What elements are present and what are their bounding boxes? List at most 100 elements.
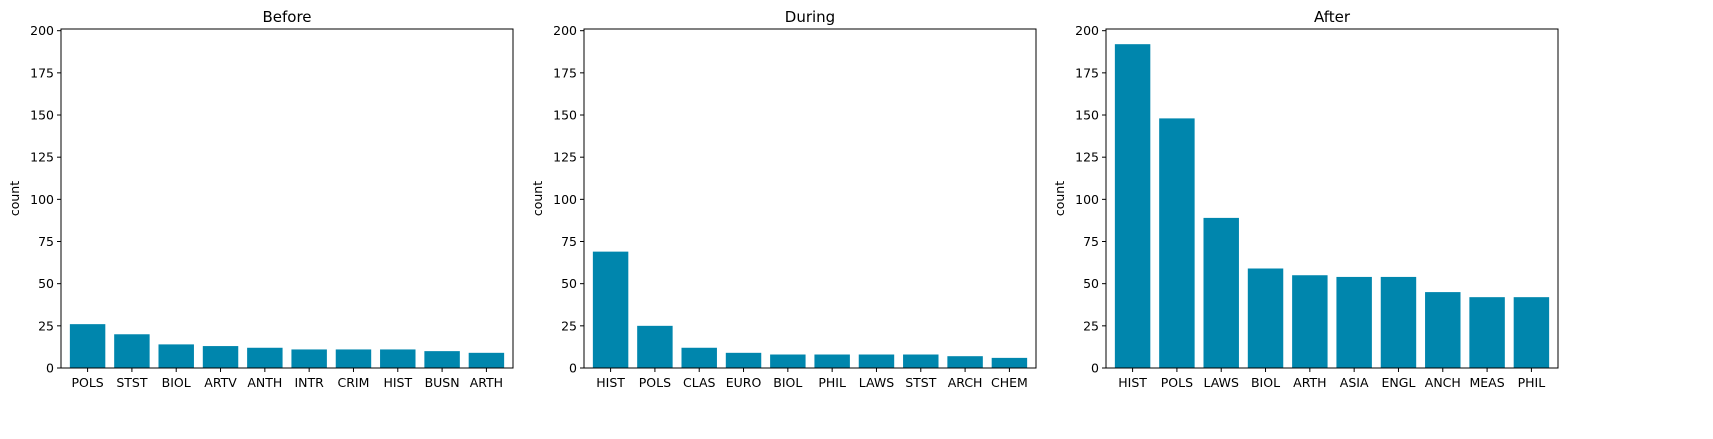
x-tick-label-biol: BIOL <box>162 375 191 390</box>
y-tick-label: 50 <box>561 276 577 291</box>
bar-artv <box>202 346 239 368</box>
bar-pols <box>637 325 673 368</box>
x-tick-label-engl: ENGL <box>1382 375 1416 390</box>
y-tick-label: 75 <box>1083 234 1099 249</box>
y-tick-label: 200 <box>30 23 54 38</box>
bar-laws <box>1203 217 1239 368</box>
bar-busn <box>424 351 460 368</box>
x-tick-label-hist: HIST <box>1118 375 1147 390</box>
bar-arth <box>1292 275 1328 368</box>
y-tick-label: 75 <box>38 234 54 249</box>
bar-asia <box>1336 276 1372 368</box>
x-tick-label-pols: POLS <box>639 375 671 390</box>
x-tick-label-busn: BUSN <box>425 375 460 390</box>
y-tick-label: 175 <box>553 65 577 80</box>
bar-phil <box>814 354 850 368</box>
y-axis-label: count <box>530 181 545 216</box>
x-tick-label-crim: CRIM <box>338 375 370 390</box>
bar-euro <box>725 352 762 368</box>
y-tick-label: 200 <box>1075 23 1099 38</box>
bar-anch <box>1425 292 1461 368</box>
x-tick-label-arth: ARTH <box>470 375 503 390</box>
chart-panel-2: 0 25 50 75 100 125 150 175 200 HIST POLS CLAS EURO BI… <box>530 8 1037 390</box>
x-tick-label-asia: ASIA <box>1340 375 1369 390</box>
x-tick-label-arth: ARTH <box>1293 375 1326 390</box>
y-axis-label: count <box>1052 181 1067 216</box>
chart-panel-3: 0 25 50 75 100 125 150 175 200 HIST POLS LAWS BIOL AR… <box>1052 8 1559 390</box>
y-tick-label: 100 <box>30 192 54 207</box>
y-tick-label: 175 <box>30 65 54 80</box>
y-tick-label: 100 <box>1075 192 1099 207</box>
y-tick-label: 0 <box>569 361 577 376</box>
bar-engl <box>1380 276 1417 368</box>
x-tick-label-phil: PHIL <box>1518 375 1546 390</box>
y-tick-label: 150 <box>1075 108 1099 123</box>
chart-panel-1: 0 25 50 75 100 125 150 175 200 POLS STST BIOL ARTV AN… <box>7 8 514 390</box>
x-tick-label-phil: PHIL <box>818 375 846 390</box>
bar-biol <box>1247 268 1284 368</box>
x-tick-label-laws: LAWS <box>859 375 894 390</box>
x-tick-label-anth: ANTH <box>247 375 282 390</box>
bar-pols <box>69 324 106 368</box>
y-tick-label: 200 <box>553 23 577 38</box>
y-tick-label: 125 <box>553 150 577 165</box>
y-tick-label: 25 <box>1083 318 1099 333</box>
y-tick-label: 25 <box>561 318 577 333</box>
y-tick-label: 0 <box>1091 361 1099 376</box>
bar-arth <box>468 352 505 368</box>
bar-phil <box>1513 297 1550 368</box>
y-tick-label: 25 <box>38 318 54 333</box>
x-tick-label-intr: INTR <box>294 375 324 390</box>
x-tick-label-biol: BIOL <box>773 375 802 390</box>
bar-stst <box>903 354 939 368</box>
chart-title: Before <box>262 8 311 26</box>
bar-crim <box>335 349 372 368</box>
axes-frame <box>583 28 1037 369</box>
y-tick-label: 150 <box>30 108 54 123</box>
bar-pols <box>1159 118 1195 368</box>
y-tick-label: 75 <box>561 234 577 249</box>
x-tick-label-stst: STST <box>905 375 937 390</box>
bar-meas <box>1469 297 1505 368</box>
x-tick-label-biol: BIOL <box>1251 375 1280 390</box>
x-tick-label-euro: EURO <box>726 375 762 390</box>
x-tick-label-hist: HIST <box>596 375 625 390</box>
x-tick-label-chem: CHEM <box>991 375 1028 390</box>
bar-hist <box>380 349 416 368</box>
chart-title: After <box>1314 8 1351 26</box>
bar-laws <box>858 354 895 368</box>
bar-intr <box>291 349 327 368</box>
x-tick-label-clas: CLAS <box>683 375 716 390</box>
x-tick-label-artv: ARTV <box>204 375 237 390</box>
y-axis-label: count <box>7 181 22 216</box>
bar-chem <box>991 357 1028 368</box>
bar-hist <box>1114 44 1151 368</box>
bar-hist <box>592 251 629 368</box>
axes-frame <box>1105 28 1559 369</box>
bar-clas <box>681 347 717 368</box>
bar-biol <box>158 344 194 368</box>
x-tick-label-arch: ARCH <box>948 375 983 390</box>
x-tick-label-pols: POLS <box>71 375 103 390</box>
x-tick-label-pols: POLS <box>1161 375 1193 390</box>
x-tick-label-hist: HIST <box>383 375 412 390</box>
bar-arch <box>947 356 983 368</box>
chart-title: During <box>785 8 835 26</box>
axes-frame <box>60 28 514 369</box>
y-tick-label: 125 <box>1075 150 1099 165</box>
y-tick-label: 175 <box>1075 65 1099 80</box>
x-tick-label-meas: MEAS <box>1470 375 1505 390</box>
y-tick-label: 50 <box>38 276 54 291</box>
bar-anth <box>247 347 283 368</box>
x-tick-label-laws: LAWS <box>1204 375 1239 390</box>
x-tick-label-stst: STST <box>116 375 148 390</box>
bar-stst <box>114 334 150 368</box>
y-tick-label: 50 <box>1083 276 1099 291</box>
y-tick-label: 0 <box>46 361 54 376</box>
y-tick-label: 150 <box>553 108 577 123</box>
bar-biol <box>770 354 806 368</box>
x-tick-label-anch: ANCH <box>1425 375 1461 390</box>
y-tick-label: 100 <box>553 192 577 207</box>
